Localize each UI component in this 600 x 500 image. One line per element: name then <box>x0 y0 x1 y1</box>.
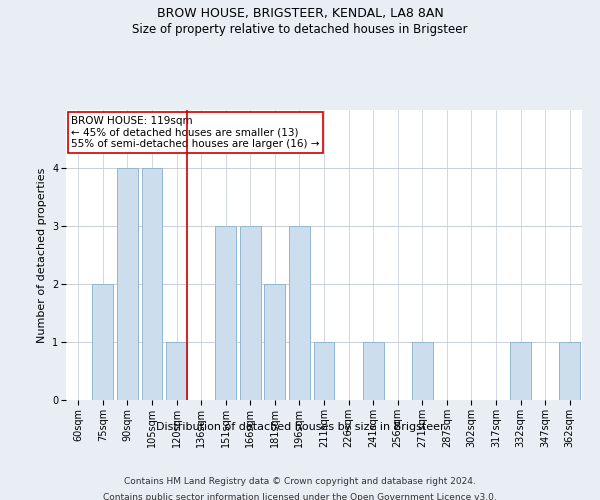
Bar <box>559 342 580 400</box>
Bar <box>117 168 138 400</box>
Bar <box>92 284 113 400</box>
Text: BROW HOUSE, BRIGSTEER, KENDAL, LA8 8AN: BROW HOUSE, BRIGSTEER, KENDAL, LA8 8AN <box>157 8 443 20</box>
Bar <box>362 342 383 400</box>
Bar <box>510 342 531 400</box>
Bar <box>215 226 236 400</box>
Bar <box>412 342 433 400</box>
Bar <box>240 226 261 400</box>
Text: Size of property relative to detached houses in Brigsteer: Size of property relative to detached ho… <box>132 22 468 36</box>
Text: Contains HM Land Registry data © Crown copyright and database right 2024.: Contains HM Land Registry data © Crown c… <box>124 478 476 486</box>
Bar <box>265 284 286 400</box>
Bar <box>166 342 187 400</box>
Bar <box>289 226 310 400</box>
Text: BROW HOUSE: 119sqm
← 45% of detached houses are smaller (13)
55% of semi-detache: BROW HOUSE: 119sqm ← 45% of detached hou… <box>71 116 320 149</box>
Y-axis label: Number of detached properties: Number of detached properties <box>37 168 47 342</box>
Text: Contains public sector information licensed under the Open Government Licence v3: Contains public sector information licen… <box>103 492 497 500</box>
Bar <box>142 168 163 400</box>
Text: Distribution of detached houses by size in Brigsteer: Distribution of detached houses by size … <box>155 422 445 432</box>
Bar <box>314 342 334 400</box>
